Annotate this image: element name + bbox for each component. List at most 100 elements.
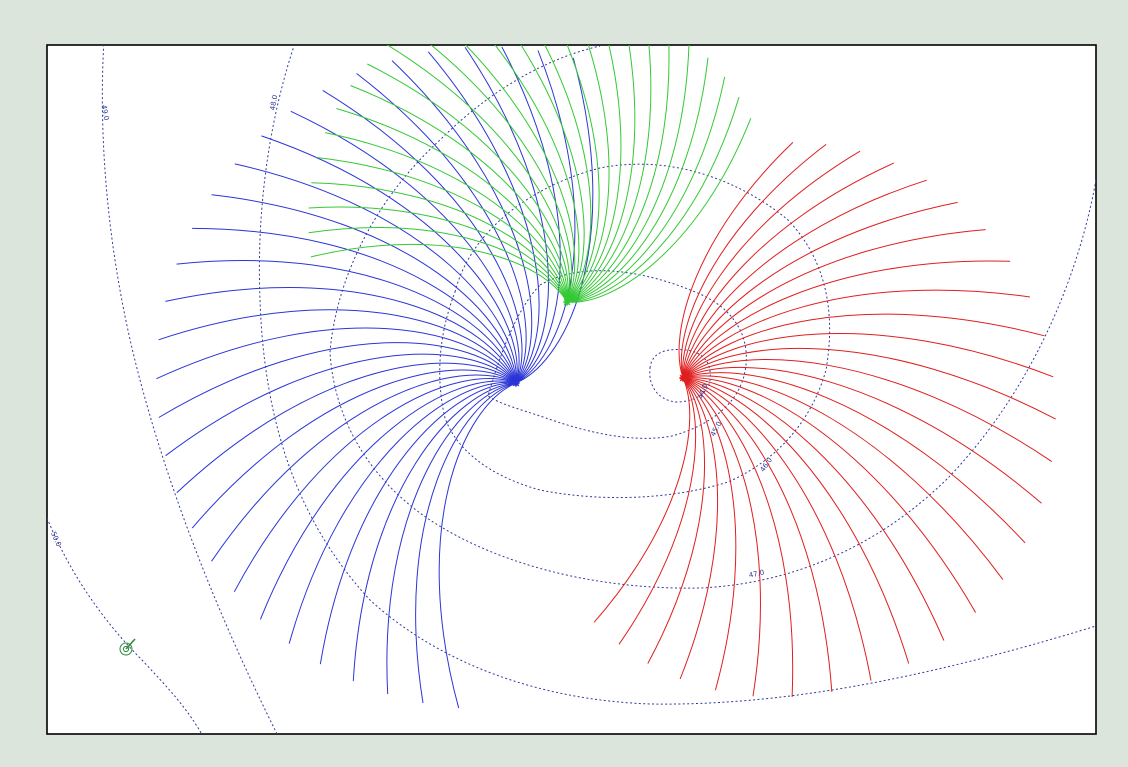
streamline <box>682 377 833 692</box>
streamline <box>350 85 568 303</box>
streamline <box>494 45 580 303</box>
streamline <box>682 179 927 379</box>
streamline <box>211 374 517 562</box>
streamline <box>566 45 600 303</box>
streamline <box>566 76 726 303</box>
streamline <box>234 163 517 384</box>
streamline <box>682 372 1026 544</box>
streamline <box>520 45 585 303</box>
streamline <box>438 382 517 709</box>
streamline <box>316 157 568 303</box>
streamline <box>566 118 752 303</box>
streamline <box>682 201 958 379</box>
streamline <box>308 227 568 303</box>
streamline <box>290 110 520 384</box>
streamline <box>593 377 691 623</box>
streamline <box>618 377 697 645</box>
observation-point-icon <box>119 638 136 656</box>
streamline <box>682 375 1004 580</box>
streamline <box>682 377 737 691</box>
streamline <box>386 45 571 303</box>
well-green <box>563 298 571 306</box>
streamlines-blue <box>156 46 594 709</box>
streamline <box>158 309 517 384</box>
streamline <box>430 45 573 303</box>
contour-48 <box>258 45 1096 705</box>
streamline <box>261 135 518 384</box>
streamline <box>324 132 568 303</box>
streamline <box>566 45 622 303</box>
streamline <box>352 382 517 682</box>
contour-label: 49.0 <box>100 104 111 121</box>
streamline <box>682 366 1042 504</box>
streamline <box>682 377 945 641</box>
streamline <box>211 194 517 384</box>
streamline <box>566 45 636 303</box>
contour-46 <box>439 163 831 499</box>
plot-area: 44.045.046.047.048.049.050.0 <box>47 45 1096 734</box>
streamline <box>322 89 523 384</box>
streamlines <box>156 45 1056 709</box>
head-contours <box>47 45 1096 734</box>
contour-44 <box>649 349 711 403</box>
streamline <box>566 45 610 303</box>
contour-47 <box>329 45 1096 589</box>
streamline <box>336 108 568 303</box>
streamline <box>391 60 533 384</box>
streamline <box>259 380 517 620</box>
streamline <box>191 369 517 529</box>
streamline <box>386 382 517 695</box>
streamline <box>682 260 1011 379</box>
streamline <box>356 73 527 384</box>
streamline <box>682 347 1056 420</box>
streamline <box>415 382 517 704</box>
streamline <box>319 382 517 665</box>
streamline <box>501 46 561 384</box>
contour-50 <box>47 517 203 734</box>
streamline <box>566 57 709 303</box>
streamline <box>682 377 872 681</box>
streamline <box>682 289 1030 379</box>
streamline <box>165 353 517 457</box>
plot-frame <box>46 44 1097 735</box>
streamline <box>158 342 517 418</box>
streamline <box>288 381 517 644</box>
streamline <box>566 45 690 303</box>
streamline <box>165 286 517 384</box>
streamline <box>682 377 761 697</box>
well-blue <box>512 379 520 387</box>
streamline <box>682 377 910 664</box>
streamline <box>310 243 568 303</box>
streamline <box>682 359 1053 463</box>
streamline <box>367 63 569 303</box>
streamline <box>464 47 549 384</box>
streamline <box>233 378 517 593</box>
contour-49 <box>101 45 278 734</box>
well-red <box>679 374 687 382</box>
streamline <box>647 377 705 664</box>
streamline <box>156 327 517 384</box>
streamline <box>682 229 986 379</box>
streamline <box>682 313 1045 379</box>
contour-45 <box>487 270 747 439</box>
streamline <box>176 362 517 494</box>
streamline <box>464 45 576 303</box>
streamline <box>176 260 517 384</box>
streamline <box>311 182 568 303</box>
streamline <box>566 96 740 303</box>
streamlines-red <box>593 142 1056 698</box>
streamline <box>682 377 794 698</box>
streamline <box>515 50 576 384</box>
streamline <box>682 333 1054 379</box>
streamline <box>682 377 977 613</box>
streamline <box>566 45 652 303</box>
streamline <box>679 377 719 680</box>
streamline <box>682 162 895 379</box>
streamline <box>192 227 517 384</box>
wells <box>512 298 687 387</box>
streamlines-green <box>308 45 752 303</box>
streamline <box>308 206 568 303</box>
contour-label: 48.0 <box>269 94 280 111</box>
streamline <box>678 142 794 379</box>
streamline <box>682 150 861 379</box>
